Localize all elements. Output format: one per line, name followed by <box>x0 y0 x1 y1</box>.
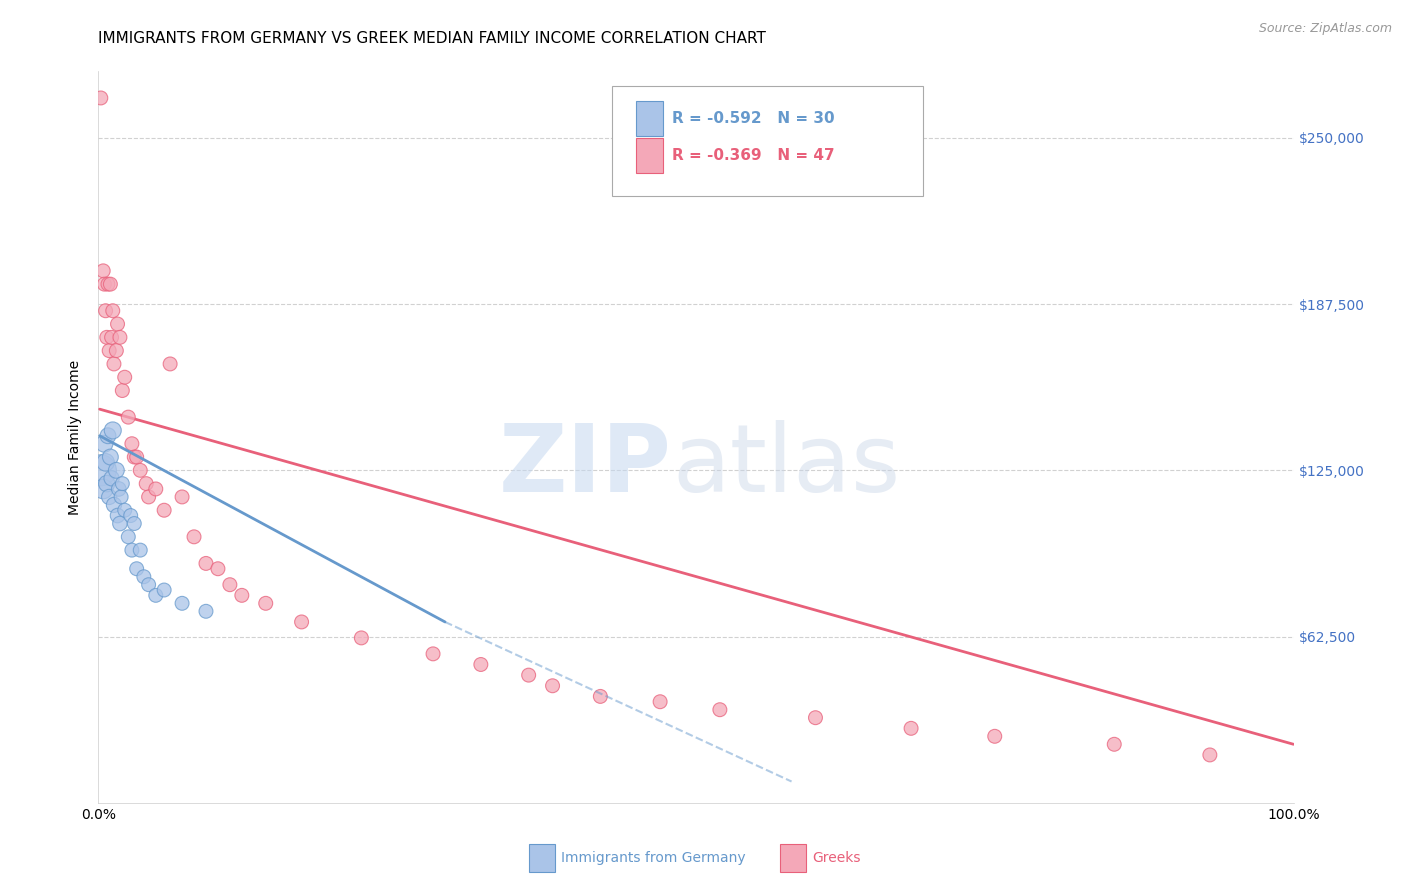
Point <box>129 543 152 558</box>
Point <box>108 330 131 344</box>
Point <box>98 277 122 292</box>
Point <box>114 370 136 384</box>
Text: Immigrants from Germany: Immigrants from Germany <box>561 851 745 864</box>
Point <box>117 530 139 544</box>
Point <box>153 503 176 517</box>
Point <box>709 703 731 717</box>
Point <box>103 357 125 371</box>
Point <box>100 330 122 344</box>
Point <box>422 647 444 661</box>
Point <box>103 498 125 512</box>
Text: atlas: atlas <box>672 420 900 512</box>
Point <box>100 471 122 485</box>
Point <box>138 490 160 504</box>
Point <box>172 596 194 610</box>
Point <box>470 657 492 672</box>
Point <box>648 695 672 709</box>
Point <box>172 490 194 504</box>
Point <box>254 596 277 610</box>
Point <box>90 91 112 105</box>
Text: R = -0.592   N = 30: R = -0.592 N = 30 <box>672 112 835 127</box>
Point <box>121 543 143 558</box>
FancyBboxPatch shape <box>529 845 555 872</box>
Point <box>98 343 121 358</box>
Point <box>94 303 117 318</box>
Point <box>135 476 157 491</box>
Point <box>107 317 129 331</box>
Point <box>91 264 114 278</box>
Point <box>207 562 229 576</box>
Point <box>107 482 129 496</box>
Point <box>121 436 143 450</box>
Point <box>132 570 155 584</box>
Point <box>124 450 146 464</box>
Text: ZIP: ZIP <box>499 420 672 512</box>
Point <box>159 357 181 371</box>
Point <box>124 516 146 531</box>
Point <box>93 277 115 292</box>
FancyBboxPatch shape <box>779 845 806 872</box>
Point <box>98 450 122 464</box>
Point <box>541 679 564 693</box>
Point <box>804 711 827 725</box>
Point <box>101 303 124 318</box>
Point <box>101 424 124 438</box>
Point <box>291 615 314 629</box>
Point <box>183 530 205 544</box>
Point <box>145 588 167 602</box>
Point <box>96 330 118 344</box>
Point <box>120 508 142 523</box>
FancyBboxPatch shape <box>637 102 662 136</box>
Text: IMMIGRANTS FROM GERMANY VS GREEK MEDIAN FAMILY INCOME CORRELATION CHART: IMMIGRANTS FROM GERMANY VS GREEK MEDIAN … <box>98 31 766 46</box>
Point <box>97 429 120 443</box>
Point <box>219 577 242 591</box>
Point <box>125 450 148 464</box>
Point <box>105 463 128 477</box>
Point <box>98 490 121 504</box>
Point <box>94 455 117 469</box>
Point <box>153 582 176 597</box>
Point <box>107 508 129 523</box>
Point <box>91 482 114 496</box>
Point <box>1104 737 1126 751</box>
Point <box>105 343 128 358</box>
Text: R = -0.369   N = 47: R = -0.369 N = 47 <box>672 148 835 163</box>
Point <box>145 482 167 496</box>
Point <box>108 516 131 531</box>
Point <box>90 463 112 477</box>
Point <box>129 463 152 477</box>
Point <box>195 557 218 571</box>
Y-axis label: Median Family Income: Median Family Income <box>69 359 83 515</box>
Point <box>350 631 373 645</box>
Point <box>97 277 120 292</box>
Point <box>900 722 922 736</box>
FancyBboxPatch shape <box>637 138 662 173</box>
Point <box>1199 747 1222 762</box>
FancyBboxPatch shape <box>613 86 922 195</box>
Point <box>517 668 540 682</box>
Point <box>117 410 139 425</box>
Point <box>96 476 118 491</box>
Point <box>125 562 148 576</box>
Point <box>231 588 253 602</box>
Point <box>110 490 132 504</box>
Point <box>589 690 612 704</box>
Text: Greeks: Greeks <box>811 851 860 864</box>
Point <box>138 577 160 591</box>
Text: Source: ZipAtlas.com: Source: ZipAtlas.com <box>1258 22 1392 36</box>
Point <box>114 503 136 517</box>
Point <box>984 729 1007 743</box>
Point <box>93 436 115 450</box>
Point <box>111 384 134 398</box>
Point <box>195 604 218 618</box>
Point <box>111 476 134 491</box>
